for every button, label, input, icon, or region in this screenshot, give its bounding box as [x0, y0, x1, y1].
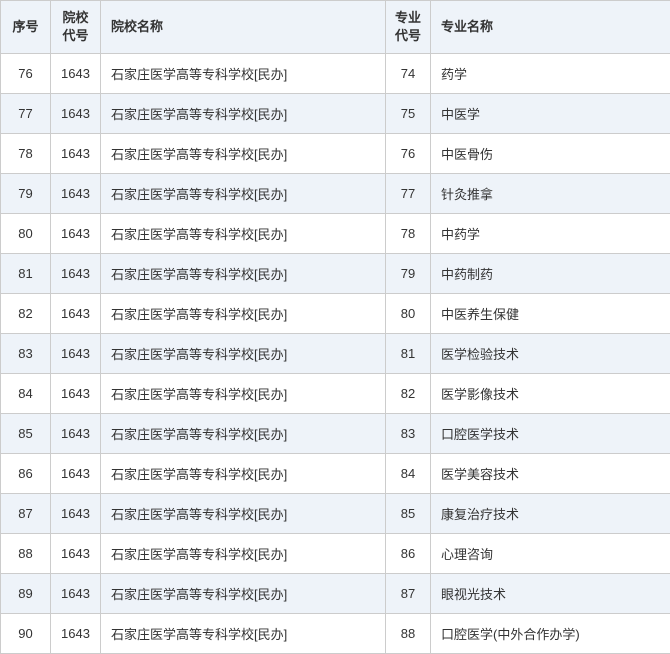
cell-seq: 88 [1, 534, 51, 574]
cell-major-code: 84 [386, 454, 431, 494]
cell-major-code: 83 [386, 414, 431, 454]
cell-major-code: 75 [386, 94, 431, 134]
cell-seq: 87 [1, 494, 51, 534]
data-table: 序号 院校代号 院校名称 专业代号 专业名称 761643石家庄医学高等专科学校… [0, 0, 670, 654]
table-row: 841643石家庄医学高等专科学校[民办]82医学影像技术 [1, 374, 670, 414]
table-row: 781643石家庄医学高等专科学校[民办]76中医骨伤 [1, 134, 670, 174]
cell-major-code: 85 [386, 494, 431, 534]
cell-seq: 78 [1, 134, 51, 174]
cell-school-name: 石家庄医学高等专科学校[民办] [101, 454, 386, 494]
cell-major-code: 80 [386, 294, 431, 334]
cell-major-name: 口腔医学技术 [431, 414, 670, 454]
cell-school-code: 1643 [51, 214, 101, 254]
table-body: 761643石家庄医学高等专科学校[民办]74药学771643石家庄医学高等专科… [1, 54, 670, 654]
cell-school-code: 1643 [51, 94, 101, 134]
header-major-name: 专业名称 [431, 1, 670, 54]
cell-major-code: 82 [386, 374, 431, 414]
cell-seq: 79 [1, 174, 51, 214]
cell-seq: 82 [1, 294, 51, 334]
cell-major-code: 77 [386, 174, 431, 214]
table-row: 861643石家庄医学高等专科学校[民办]84医学美容技术 [1, 454, 670, 494]
cell-seq: 83 [1, 334, 51, 374]
cell-major-name: 医学美容技术 [431, 454, 670, 494]
cell-major-name: 中药学 [431, 214, 670, 254]
cell-major-code: 79 [386, 254, 431, 294]
cell-seq: 85 [1, 414, 51, 454]
table-header: 序号 院校代号 院校名称 专业代号 专业名称 [1, 1, 670, 54]
cell-seq: 76 [1, 54, 51, 94]
cell-school-code: 1643 [51, 574, 101, 614]
cell-school-name: 石家庄医学高等专科学校[民办] [101, 294, 386, 334]
cell-major-code: 76 [386, 134, 431, 174]
cell-school-code: 1643 [51, 254, 101, 294]
cell-school-code: 1643 [51, 294, 101, 334]
cell-school-name: 石家庄医学高等专科学校[民办] [101, 334, 386, 374]
table-row: 901643石家庄医学高等专科学校[民办]88口腔医学(中外合作办学) [1, 614, 670, 654]
cell-school-code: 1643 [51, 374, 101, 414]
cell-major-code: 86 [386, 534, 431, 574]
cell-seq: 89 [1, 574, 51, 614]
cell-school-code: 1643 [51, 534, 101, 574]
cell-major-name: 中医养生保健 [431, 294, 670, 334]
cell-major-name: 医学影像技术 [431, 374, 670, 414]
cell-major-code: 78 [386, 214, 431, 254]
cell-major-code: 87 [386, 574, 431, 614]
cell-major-name: 中医学 [431, 94, 670, 134]
cell-school-name: 石家庄医学高等专科学校[民办] [101, 94, 386, 134]
cell-major-name: 中药制药 [431, 254, 670, 294]
cell-school-name: 石家庄医学高等专科学校[民办] [101, 574, 386, 614]
cell-school-name: 石家庄医学高等专科学校[民办] [101, 494, 386, 534]
cell-major-name: 中医骨伤 [431, 134, 670, 174]
cell-school-name: 石家庄医学高等专科学校[民办] [101, 414, 386, 454]
table-row: 801643石家庄医学高等专科学校[民办]78中药学 [1, 214, 670, 254]
cell-school-name: 石家庄医学高等专科学校[民办] [101, 374, 386, 414]
cell-major-code: 74 [386, 54, 431, 94]
cell-major-name: 康复治疗技术 [431, 494, 670, 534]
cell-major-name: 针灸推拿 [431, 174, 670, 214]
table-row: 881643石家庄医学高等专科学校[民办]86心理咨询 [1, 534, 670, 574]
table-row: 821643石家庄医学高等专科学校[民办]80中医养生保健 [1, 294, 670, 334]
cell-school-name: 石家庄医学高等专科学校[民办] [101, 614, 386, 654]
cell-school-name: 石家庄医学高等专科学校[民办] [101, 534, 386, 574]
cell-school-code: 1643 [51, 334, 101, 374]
header-school-code: 院校代号 [51, 1, 101, 54]
cell-school-name: 石家庄医学高等专科学校[民办] [101, 214, 386, 254]
header-school-name: 院校名称 [101, 1, 386, 54]
cell-major-name: 口腔医学(中外合作办学) [431, 614, 670, 654]
header-major-code: 专业代号 [386, 1, 431, 54]
cell-seq: 84 [1, 374, 51, 414]
cell-seq: 86 [1, 454, 51, 494]
cell-school-code: 1643 [51, 54, 101, 94]
cell-major-name: 医学检验技术 [431, 334, 670, 374]
header-row: 序号 院校代号 院校名称 专业代号 专业名称 [1, 1, 670, 54]
table-row: 771643石家庄医学高等专科学校[民办]75中医学 [1, 94, 670, 134]
cell-school-name: 石家庄医学高等专科学校[民办] [101, 134, 386, 174]
cell-major-code: 81 [386, 334, 431, 374]
cell-school-code: 1643 [51, 614, 101, 654]
table-row: 831643石家庄医学高等专科学校[民办]81医学检验技术 [1, 334, 670, 374]
cell-school-code: 1643 [51, 454, 101, 494]
cell-major-name: 心理咨询 [431, 534, 670, 574]
cell-seq: 90 [1, 614, 51, 654]
cell-school-code: 1643 [51, 494, 101, 534]
cell-school-name: 石家庄医学高等专科学校[民办] [101, 54, 386, 94]
table-row: 871643石家庄医学高等专科学校[民办]85康复治疗技术 [1, 494, 670, 534]
cell-major-code: 88 [386, 614, 431, 654]
cell-school-code: 1643 [51, 174, 101, 214]
cell-seq: 80 [1, 214, 51, 254]
cell-major-name: 眼视光技术 [431, 574, 670, 614]
table-row: 851643石家庄医学高等专科学校[民办]83口腔医学技术 [1, 414, 670, 454]
cell-school-code: 1643 [51, 134, 101, 174]
table-row: 811643石家庄医学高等专科学校[民办]79中药制药 [1, 254, 670, 294]
cell-seq: 77 [1, 94, 51, 134]
cell-major-name: 药学 [431, 54, 670, 94]
cell-school-name: 石家庄医学高等专科学校[民办] [101, 174, 386, 214]
table-row: 891643石家庄医学高等专科学校[民办]87眼视光技术 [1, 574, 670, 614]
cell-school-code: 1643 [51, 414, 101, 454]
header-seq: 序号 [1, 1, 51, 54]
table-row: 761643石家庄医学高等专科学校[民办]74药学 [1, 54, 670, 94]
table-row: 791643石家庄医学高等专科学校[民办]77针灸推拿 [1, 174, 670, 214]
cell-school-name: 石家庄医学高等专科学校[民办] [101, 254, 386, 294]
cell-seq: 81 [1, 254, 51, 294]
